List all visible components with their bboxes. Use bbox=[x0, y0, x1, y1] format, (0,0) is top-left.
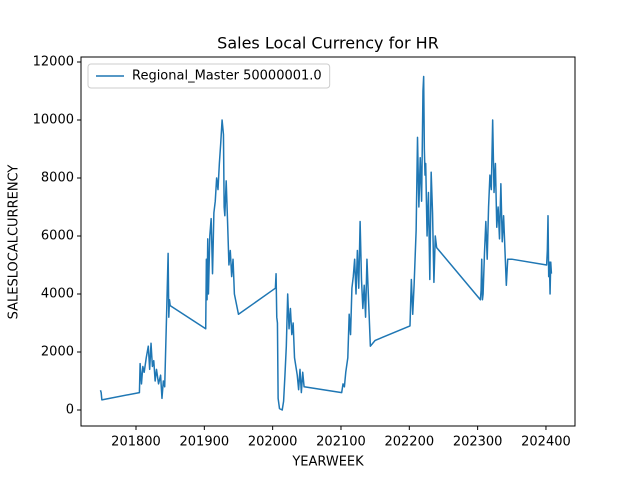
y-tick-label: 0 bbox=[66, 402, 74, 417]
legend-label: Regional_Master 50000001.0 bbox=[132, 69, 322, 84]
x-tick-label: 202300 bbox=[453, 435, 503, 450]
x-axis-label: YEARWEEK bbox=[291, 455, 364, 470]
legend-box bbox=[87, 63, 331, 89]
x-tick-label: 202200 bbox=[384, 435, 434, 450]
chart-title: Sales Local Currency for HR bbox=[217, 34, 439, 53]
plot-frame bbox=[80, 56, 576, 427]
y-tick-label: 6000 bbox=[41, 228, 74, 243]
y-tick-label: 4000 bbox=[41, 286, 74, 301]
y-tick-label: 12000 bbox=[33, 54, 74, 69]
x-tick-label: 201900 bbox=[180, 435, 230, 450]
line-series bbox=[99, 75, 553, 411]
y-axis-label: SALESLOCALCURRENCY bbox=[7, 165, 22, 320]
y-tick-label: 8000 bbox=[41, 170, 74, 185]
y-tick-label: 2000 bbox=[41, 344, 74, 359]
x-tick-label: 202000 bbox=[248, 435, 298, 450]
y-tick-label: 10000 bbox=[33, 112, 74, 127]
x-tick-label: 202100 bbox=[316, 435, 366, 450]
x-tick-label: 202400 bbox=[521, 435, 571, 450]
x-tick-label: 201800 bbox=[111, 435, 161, 450]
